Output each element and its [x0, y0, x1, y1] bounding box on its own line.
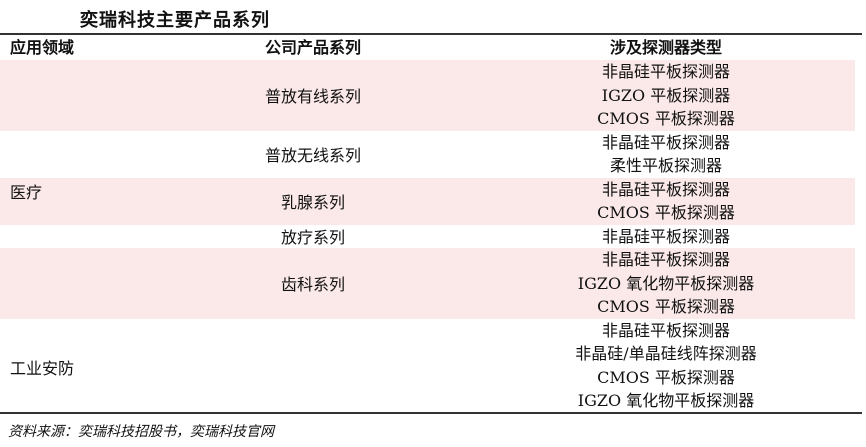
- detector-type: 非晶硅/单晶硅线阵探测器: [575, 344, 757, 363]
- detector-type: IGZO 氧化物平板探测器: [577, 391, 755, 410]
- detector-type: CMOS 平板探测器: [597, 109, 735, 128]
- product-series: 乳腺系列: [280, 193, 345, 212]
- detector-type: IGZO 氧化物平板探测器: [577, 273, 755, 293]
- detector-type: CMOS 平板探测器: [597, 203, 735, 222]
- header-product: 公司产品系列: [264, 38, 361, 57]
- area-industrial: 工业安防: [10, 359, 75, 378]
- detector-list: 非晶硅平板探测器 柔性平板探测器: [476, 131, 856, 178]
- detector-type: 非晶硅平板探测器: [601, 226, 730, 246]
- source-note: 资料来源：奕瑞科技招股书，奕瑞科技官网: [8, 424, 274, 440]
- header-area: 应用领域: [10, 38, 75, 57]
- detector-list: 非晶硅平板探测器 CMOS 平板探测器: [476, 178, 856, 225]
- detector-type: 非晶硅平板探测器: [601, 132, 730, 152]
- detector-type: 柔性平板探测器: [609, 156, 722, 175]
- detector-type: 非晶硅平板探测器: [601, 250, 730, 269]
- detector-type: IGZO 平板探测器: [601, 85, 731, 105]
- detector-list: 非晶硅平板探测器 IGZO 氧化物平板探测器 CMOS 平板探测器: [476, 248, 856, 319]
- detector-list: 非晶硅平板探测器非晶硅/单晶硅线阵探测器 CMOS 平板探测器 IGZO 氧化物平板…: [476, 319, 856, 413]
- table-row: 乳腺系列 非晶硅平板探测器 CMOS 平板探测器: [0, 177, 856, 225]
- table-row: 普放无线系列 非晶硅平板探测器 柔性平板探测器: [0, 131, 855, 178]
- table-row: 普放有线系列 非晶硅平板探测器 IGZO 平板探测器 CMOS 平板探测器: [0, 60, 855, 131]
- detector-type: 非晶硅平板探测器: [601, 179, 730, 199]
- detector-list: 非晶硅平板探测器 IGZO 平板探测器 CMOS 平板探测器: [476, 60, 856, 131]
- product-series: 放疗系列: [280, 228, 345, 248]
- detector-type: CMOS 平板探测器: [597, 367, 735, 387]
- bottom-rule: [0, 412, 862, 414]
- product-series: 普放有线系列: [264, 87, 361, 107]
- product-series: 普放无线系列: [264, 146, 361, 165]
- detector-type: 非晶硅平板探测器: [601, 62, 730, 81]
- detector-type: 非晶硅平板探测器: [601, 320, 730, 340]
- header-detector: 涉及探测器类型: [609, 38, 722, 57]
- area-medical: 医疗: [10, 183, 43, 202]
- top-rule: [0, 33, 862, 35]
- detector-type: CMOS 平板探测器: [597, 297, 735, 316]
- table-title: 奕瑞科技主要产品系列: [80, 10, 270, 31]
- product-series: 齿科系列: [280, 275, 345, 295]
- table-row: 齿科系列 非晶硅平板探测器 IGZO 氧化物平板探测器 CMOS 平板探测器: [0, 248, 855, 319]
- table-row: 放疗系列 非晶硅平板探测器: [0, 225, 855, 249]
- table-row: 非晶硅平板探测器非晶硅/单晶硅线阵探测器 CMOS 平板探测器 IGZO 氧化物平板…: [0, 319, 855, 413]
- detector-list: 非晶硅平板探测器: [476, 225, 856, 249]
